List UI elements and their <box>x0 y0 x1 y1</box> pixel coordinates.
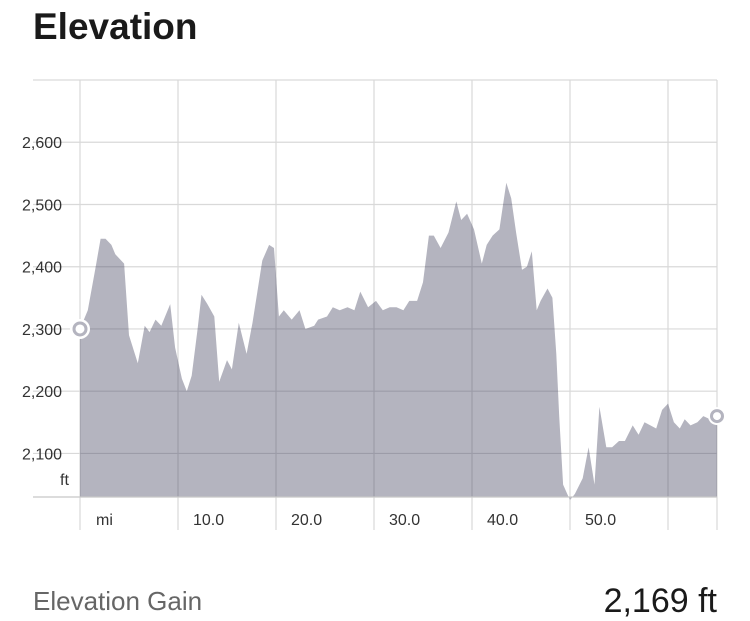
y-tick-label: 2,500 <box>22 197 62 214</box>
elevation-gain-value: 2,169 ft <box>603 582 717 620</box>
x-tick-label: 10.0 <box>193 512 224 529</box>
elevation-chart[interactable]: 2,100 2,200 2,300 2,400 2,500 2,600 ft 10.0 20.0… <box>0 0 750 560</box>
y-tick-label: 2,300 <box>22 322 62 339</box>
x-tick-label: 20.0 <box>291 512 322 529</box>
y-tick-label: 2,100 <box>22 446 62 463</box>
y-tick-label: 2,600 <box>22 135 62 152</box>
y-tick-label: 2,200 <box>22 384 62 401</box>
y-unit-label: ft <box>60 472 69 489</box>
x-tick-label: 40.0 <box>487 512 518 529</box>
elevation-gain-label: Elevation Gain <box>33 586 203 616</box>
page-title: Elevation <box>33 6 198 47</box>
end-point-marker-ring <box>710 409 724 424</box>
elevation-area <box>80 182 717 501</box>
y-tick-label: 2,400 <box>22 260 62 277</box>
start-point-marker-ring <box>72 321 88 337</box>
x-tick-label: 50.0 <box>585 512 616 529</box>
x-unit-label: mi <box>96 512 113 529</box>
x-tick-label: 30.0 <box>389 512 420 529</box>
